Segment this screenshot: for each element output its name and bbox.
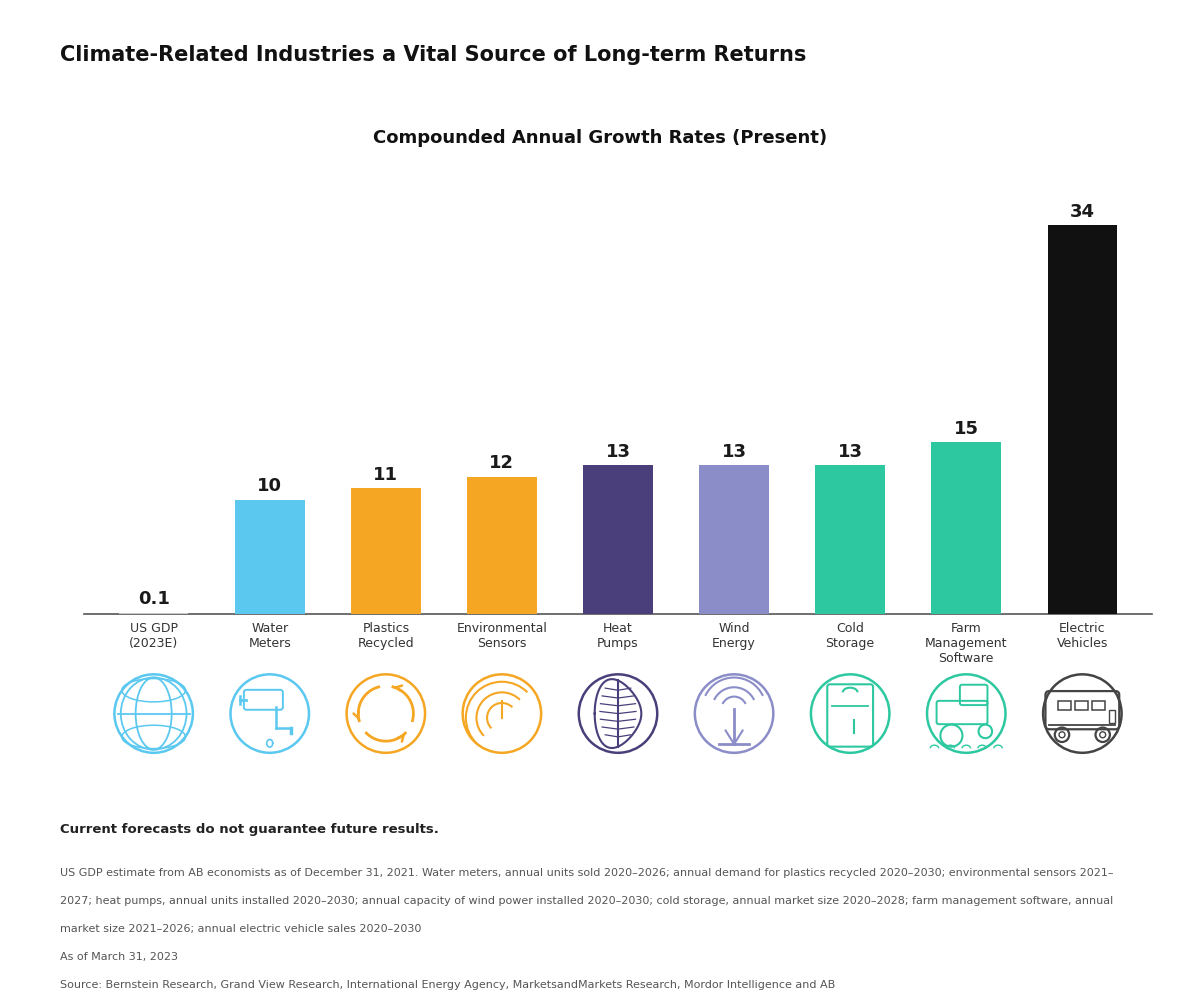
Text: 12: 12 (490, 454, 515, 472)
Bar (1048, 226, 1117, 614)
Bar (583, 465, 653, 614)
Bar (119, 613, 188, 614)
Text: 13: 13 (838, 443, 863, 461)
Text: 13: 13 (721, 443, 746, 461)
Text: Source: Bernstein Research, Grand View Research, International Energy Agency, Ma: Source: Bernstein Research, Grand View R… (60, 980, 835, 990)
Text: As of March 31, 2023: As of March 31, 2023 (60, 952, 178, 962)
Text: 10: 10 (257, 477, 282, 495)
Text: Climate-Related Industries a Vital Source of Long-term Returns: Climate-Related Industries a Vital Sourc… (60, 45, 806, 65)
Bar (1057, 701, 1072, 711)
Bar (700, 465, 769, 614)
Bar (815, 465, 886, 614)
Text: 2027; heat pumps, annual units installed 2020–2030; annual capacity of wind powe: 2027; heat pumps, annual units installed… (60, 896, 1114, 906)
Bar (1109, 711, 1115, 723)
Bar (235, 500, 305, 614)
Text: Current forecasts do not guarantee future results.: Current forecasts do not guarantee futur… (60, 823, 439, 836)
Text: US GDP estimate from AB economists as of December 31, 2021. Water meters, annual: US GDP estimate from AB economists as of… (60, 868, 1114, 878)
Bar (352, 488, 421, 614)
Text: 34: 34 (1070, 203, 1094, 221)
Bar (1092, 701, 1105, 711)
Text: market size 2021–2026; annual electric vehicle sales 2020–2030: market size 2021–2026; annual electric v… (60, 924, 421, 934)
Bar (467, 477, 536, 614)
Text: 13: 13 (606, 443, 630, 461)
Text: Compounded Annual Growth Rates (Present): Compounded Annual Growth Rates (Present) (373, 129, 827, 147)
Bar (1075, 701, 1088, 711)
Bar (931, 442, 1001, 614)
Text: 0.1: 0.1 (138, 590, 169, 608)
Text: 11: 11 (373, 465, 398, 484)
Text: 15: 15 (954, 420, 979, 438)
